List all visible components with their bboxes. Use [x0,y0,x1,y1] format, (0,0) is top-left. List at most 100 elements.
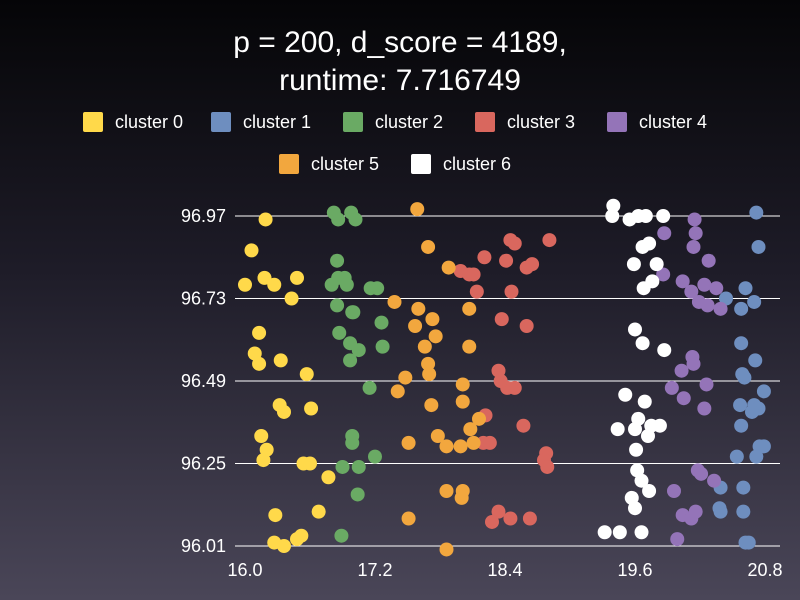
series-3 [453,233,557,529]
data-point [491,504,506,519]
data-point [701,253,716,268]
legend-label: cluster 0 [115,112,183,132]
data-point [686,356,701,371]
data-point [368,449,382,464]
data-point [686,239,701,254]
data-point [290,270,304,285]
data-point [455,394,470,409]
data-point [284,291,299,306]
data-point [638,209,653,223]
data-point [277,404,291,419]
data-point [745,404,759,419]
data-point [476,435,491,450]
data-point [374,315,389,330]
x-axis: 16.0 17.2 18.4 19.6 20.8 [227,560,782,580]
data-point [540,459,555,474]
data-point [707,473,722,488]
data-point [252,325,267,340]
data-point [252,356,267,371]
data-point [472,411,486,426]
x-tick-label: 20.8 [747,560,782,580]
data-point [629,442,644,457]
data-point [597,525,612,540]
data-point [634,525,649,540]
data-point [299,367,314,382]
data-point [268,508,283,523]
data-point [348,212,363,227]
data-point [462,339,477,354]
data-point [719,291,733,306]
data-point [439,484,454,498]
data-point [257,270,272,285]
data-point [664,380,679,395]
data-point [339,277,354,292]
data-point [649,257,664,272]
data-point [311,504,326,519]
y-tick-label: 96.25 [181,454,226,474]
data-point [700,298,715,313]
data-point [462,301,477,316]
data-point [324,277,339,292]
data-point [748,353,763,368]
data-point [749,205,764,220]
data-point [351,343,366,358]
data-point [606,198,621,213]
data-point [267,277,282,292]
y-tick-label: 96.97 [181,206,226,226]
legend-swatch [279,154,299,174]
data-point [439,542,454,557]
data-point [729,449,744,464]
data-point [636,281,651,296]
data-point [749,449,764,464]
data-point [656,267,671,282]
data-point [430,429,445,443]
legend-item: cluster 0 [83,112,183,132]
legend-label: cluster 5 [311,154,379,174]
data-point [417,339,432,354]
y-tick-label: 96.01 [181,536,226,556]
legend-swatch [211,112,231,132]
data-point [477,250,492,265]
data-point [466,435,481,450]
data-point [657,226,672,241]
data-point [516,418,531,433]
data-point [674,363,689,378]
data-point [656,209,671,223]
legend-item: cluster 2 [343,112,443,132]
data-point [642,484,657,498]
data-point [401,435,416,450]
series-1 [712,205,771,550]
data-point [463,422,478,437]
data-point [466,267,481,282]
data-point [441,260,456,275]
data-point [542,233,557,248]
data-point [408,319,423,333]
data-point [330,298,345,313]
data-point [351,459,366,474]
data-point [421,356,436,371]
data-point [507,380,522,395]
data-point [641,429,655,443]
data-point [635,336,650,351]
data-point [670,532,685,547]
data-point [525,257,540,272]
data-point [334,528,349,543]
data-point [238,277,252,292]
x-tick-label: 17.2 [357,560,392,580]
data-point [657,343,672,358]
data-point [694,466,709,481]
chart-legend: cluster 0 cluster 1 cluster 2 cluster 3 clus… [83,112,707,174]
data-point [421,239,436,254]
data-point [330,253,345,268]
data-point [733,398,748,413]
x-tick-label: 19.6 [617,560,652,580]
data-point [736,504,751,519]
data-point [688,504,703,519]
y-axis: 96.97 96.73 96.49 96.25 96.01 [181,206,226,556]
chart-title-line-2: runtime: 7.716749 [279,64,521,97]
data-point [709,281,724,296]
data-point [453,439,468,454]
data-point [273,353,288,368]
data-point [713,301,728,316]
data-point [331,212,346,227]
